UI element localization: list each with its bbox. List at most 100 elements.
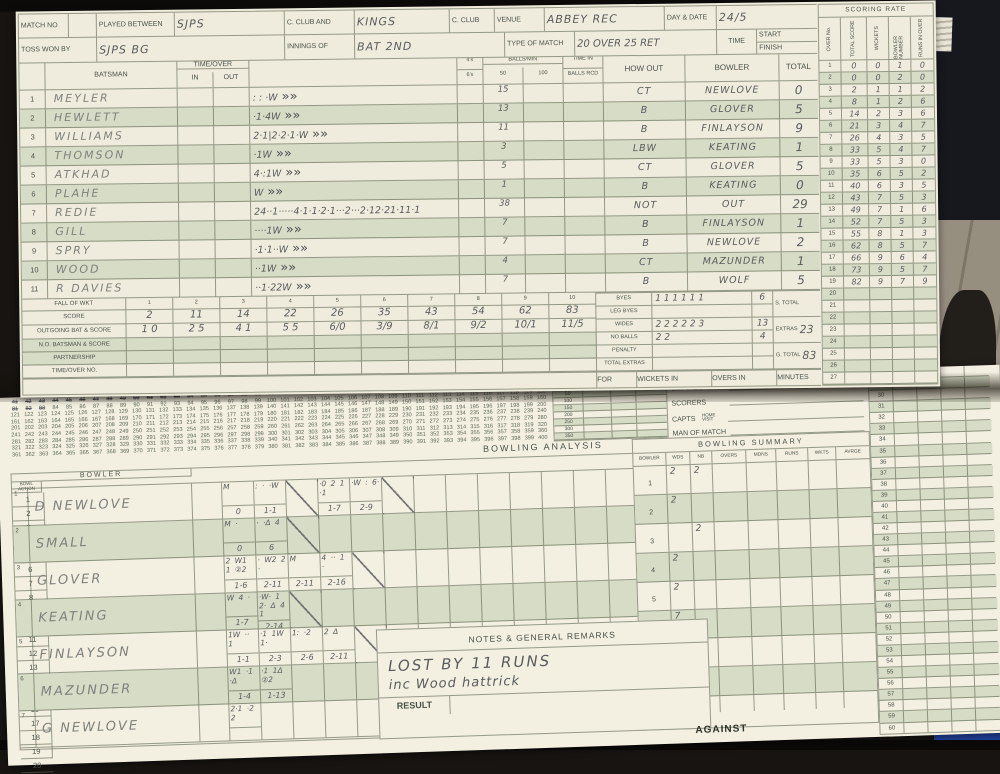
analysis-over-cell	[418, 586, 451, 624]
fow-value: 35	[361, 307, 407, 320]
officials-visit-label: VISIT	[702, 417, 728, 423]
time-in-label: TIME IN	[563, 56, 602, 68]
batsman-time-in	[178, 126, 214, 145]
sr-cell: 5	[891, 192, 913, 204]
tally-number: 374	[185, 446, 199, 453]
over-balls: M ·	[223, 519, 255, 543]
fow-cell	[456, 347, 503, 361]
batsman-out-bowler: GLOVER	[686, 100, 780, 120]
analysis-over-cell	[479, 510, 512, 548]
fow-cell: 2 5	[174, 323, 221, 338]
margin-empty-cell	[969, 509, 993, 521]
tally-number: 394	[455, 437, 469, 444]
margin-empty-cell	[952, 709, 976, 721]
sr-header-text: RUNS IN OVER	[919, 18, 925, 56]
over-cumulative: 1-1	[228, 652, 259, 666]
extras-subtotal-text: 4	[753, 330, 773, 342]
balls-faced-value: 7	[485, 217, 524, 228]
summary-bowler-no: 1	[634, 466, 667, 488]
margin-empty-cell	[972, 587, 996, 599]
sr-value: 7	[914, 239, 936, 250]
fow-cell	[221, 337, 268, 351]
margin-empty-cell	[902, 666, 926, 678]
margin-over-no-text: 56	[879, 678, 902, 689]
fow-wicket-no: 10	[549, 293, 595, 304]
margin-empty-cell	[928, 699, 952, 711]
batsman-balls-rcd	[565, 197, 605, 216]
margin-empty-cell	[970, 542, 994, 554]
analysis-over-cell	[545, 582, 578, 620]
sr-cell: 73	[844, 264, 870, 276]
sr-over-no: 8	[820, 145, 841, 156]
sr-cell: 2	[819, 73, 841, 85]
sr-value: 0	[913, 155, 935, 166]
batsman-balls-100	[524, 122, 564, 141]
batsman-balls-100	[526, 255, 566, 274]
analysis-over-cell	[449, 585, 482, 623]
batsman-how-out: B	[605, 177, 687, 197]
summary-header-text: MDNS	[746, 449, 775, 461]
summary-cell: 4	[637, 553, 671, 583]
bowler-row-no: 2	[13, 526, 30, 564]
sr-over-no: 11	[821, 181, 842, 192]
sr-cell: 20	[822, 289, 844, 301]
sr-cell: 1	[868, 84, 890, 96]
total-value: 1	[782, 252, 820, 270]
sr-over-no: 15	[821, 229, 842, 240]
sr-value: 14	[842, 108, 867, 119]
sr-cell: 4	[820, 97, 842, 109]
margin-empty-cell	[894, 412, 918, 424]
sr-cell: 82	[844, 276, 870, 288]
sr-over-no: 20	[822, 289, 843, 300]
balls-faced-value: 1	[485, 179, 524, 190]
sr-cell: 66	[844, 252, 870, 264]
batsman-balls-100	[525, 198, 565, 217]
batsman-time-out	[216, 259, 252, 278]
sr-value: 0	[867, 60, 888, 71]
summary-cell	[749, 549, 780, 579]
extras-tally-text: 1 1 1 1 1 1	[652, 292, 751, 305]
sr-value: 0	[841, 60, 866, 71]
sr-cell: 4	[868, 132, 890, 144]
margin-empty-cell	[945, 499, 969, 511]
sr-cell: 5	[820, 109, 842, 121]
margin-empty-cell	[919, 444, 943, 456]
sr-cell: 7	[892, 276, 914, 288]
fow-cell	[268, 336, 315, 350]
margin-over-no: 34	[871, 435, 895, 447]
batting-sheet: MATCH NO PLAYED BETWEEN SJPS C. CLUB AND…	[16, 0, 941, 397]
margin-empty-cell	[898, 534, 922, 546]
sr-cell: 26	[823, 361, 845, 373]
sr-cell: 5	[891, 168, 913, 180]
fow-cell: 83	[549, 305, 596, 320]
margin-empty-cell	[926, 666, 950, 678]
sr-value: 2	[912, 83, 934, 94]
over-balls: ·W : 6·	[350, 477, 382, 501]
extras-tally	[652, 305, 752, 319]
fow-wicket-no: 1	[126, 298, 172, 309]
fow-wicket-no: 9	[502, 293, 548, 304]
analysis-over-cell	[513, 583, 546, 621]
margin-over-no-text: 34	[871, 435, 894, 446]
runs-scored: ··1W»»	[252, 263, 297, 275]
sr-value: 0	[911, 59, 933, 70]
bowler-name-text: FINLAYSON	[33, 644, 131, 662]
out-bowler-value: FINLAYSON	[687, 214, 780, 233]
batsman-time-in	[180, 278, 216, 297]
summary-cell: 5	[637, 582, 671, 612]
fow-value: 9/2	[455, 320, 501, 333]
margin-empty-cell	[975, 675, 999, 687]
over-balls: W1 ·1 ·Δ	[228, 666, 260, 690]
summary-cell	[716, 579, 751, 609]
sr-value: 1	[891, 204, 912, 215]
analysis-over-cell	[575, 507, 608, 545]
total-value: 9	[780, 119, 818, 137]
sr-over-no: 26	[823, 361, 844, 372]
sr-cell	[845, 360, 871, 372]
runs-scored: 24··1·····4·1·1·2·1···2···2·12·21·11·1	[251, 205, 420, 218]
margin-empty-cell	[971, 564, 995, 576]
summary-cell	[692, 493, 715, 523]
bowler-name-text: SMALL	[30, 535, 89, 552]
